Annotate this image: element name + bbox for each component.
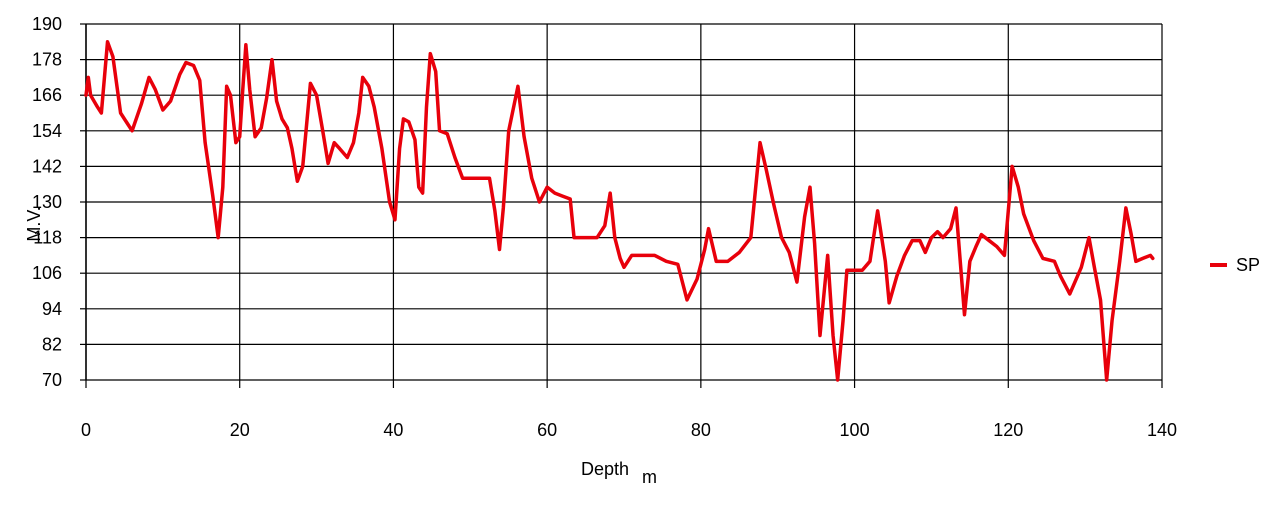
y-tick-label: 154: [32, 121, 62, 141]
x-tick-label: 60: [537, 420, 557, 440]
legend: SP: [1210, 255, 1260, 275]
y-tick-label: 142: [32, 156, 62, 176]
x-tick-label: 40: [383, 420, 403, 440]
x-tick-label: 20: [230, 420, 250, 440]
x-tick-label: 120: [993, 420, 1023, 440]
x-tick-label: 100: [840, 420, 870, 440]
y-tick-label: 82: [42, 334, 62, 354]
y-axis-title: M.V.: [24, 206, 44, 241]
y-tick-label: 70: [42, 370, 62, 390]
y-tick-labels: 70 82 94 106 118 130 142 154 166 178 190: [32, 14, 62, 390]
y-tick-label: 190: [32, 14, 62, 34]
series-layer: [84, 40, 1155, 382]
y-tick-label: 130: [32, 192, 62, 212]
x-tick-label: 80: [691, 420, 711, 440]
y-tick-label: 166: [32, 85, 62, 105]
x-tick-labels: 0 20 40 60 80 100 120 140: [81, 420, 1177, 440]
y-tick-label: 178: [32, 50, 62, 70]
x-axis-title-unit: m: [642, 467, 657, 487]
y-tick-label: 106: [32, 263, 62, 283]
x-axis-title: Depth m: [581, 459, 657, 487]
y-tick-label: 118: [33, 228, 62, 248]
legend-label: SP: [1236, 255, 1260, 275]
y-tick-label: 94: [42, 299, 62, 319]
x-tick-label: 140: [1147, 420, 1177, 440]
x-tick-label: 0: [81, 420, 91, 440]
x-axis-title-label: Depth: [581, 459, 629, 479]
series-line-sp: [84, 40, 1155, 382]
